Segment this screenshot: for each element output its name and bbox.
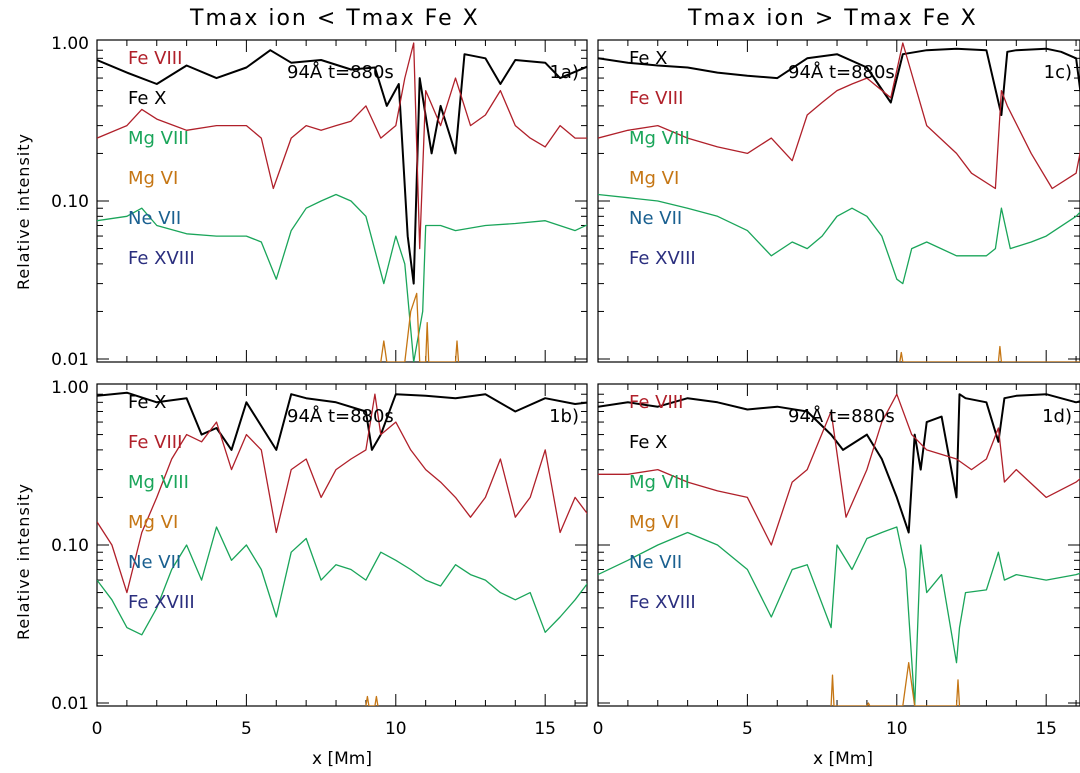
legend-label-mg-viii-1a: Mg VIII: [128, 128, 189, 149]
x-axis-label-1d: x [Mm]: [813, 749, 873, 769]
series-line-fe-x-1c: [598, 47, 1080, 116]
series-line-mg-vi-1b: [365, 695, 379, 706]
legend-label-mg-viii-1c: Mg VIII: [629, 128, 690, 149]
series-line-mg-viii-1c: [598, 193, 1080, 285]
y-tick-label-1a: 0.01: [51, 350, 89, 370]
x-tick-label-1b: 0: [92, 719, 103, 739]
legend-label-fe-viii-1d: Fe VIII: [629, 392, 683, 413]
legend-label-fe-xviii-1a: Fe XVIII: [128, 248, 195, 269]
column-title-left: Tmax ion < Tmax Fe X: [190, 6, 480, 31]
panel-label-1b: 1b): [549, 406, 579, 427]
legend-label-fe-x-1a: Fe X: [128, 88, 167, 109]
series-line-fe-x-1b: [97, 391, 587, 451]
legend-label-ne-vii-1b: Ne VII: [128, 552, 181, 573]
x-tick-label-1b: 10: [385, 719, 407, 739]
legend-label-fe-viii-1c: Fe VIII: [629, 88, 683, 109]
x-tick-label-1b: 15: [534, 719, 556, 739]
series-line-mg-viii-1b: [97, 526, 587, 636]
legend-label-fe-xviii-1b: Fe XVIII: [128, 592, 195, 613]
legend-label-ne-vii-1d: Ne VII: [629, 552, 682, 573]
series-line-fe-x-1a: [97, 49, 587, 285]
x-tick-label-1d: 10: [886, 719, 908, 739]
legend-label-mg-viii-1d: Mg VIII: [629, 472, 690, 493]
legend-label-fe-x-1b: Fe X: [128, 392, 167, 413]
series-line-fe-viii-1d: [598, 393, 1080, 546]
series-line-fe-viii-1a: [97, 42, 587, 250]
series-line-fe-viii-1b: [97, 393, 587, 594]
panel-label-1c: 1c): [1044, 62, 1072, 83]
legend-label-ne-vii-1a: Ne VII: [128, 208, 181, 229]
y-tick-label-1b: 0.01: [51, 694, 89, 714]
annotation-1a: 94Å t=880s: [287, 61, 394, 83]
legend-label-fe-xviii-1d: Fe XVIII: [629, 592, 696, 613]
series-line-mg-viii-1d: [598, 526, 1080, 706]
x-tick-label-1d: 15: [1035, 719, 1057, 739]
legend-label-mg-vi-1c: Mg VI: [629, 168, 679, 189]
legend-label-ne-vii-1c: Ne VII: [629, 208, 682, 229]
legend-label-mg-vi-1d: Mg VI: [629, 512, 679, 533]
legend-label-fe-viii-1a: Fe VIII: [128, 48, 182, 69]
y-tick-label-1a: 0.10: [51, 192, 89, 212]
legend-label-fe-xviii-1c: Fe XVIII: [629, 248, 696, 269]
panel-frame-1d: [597, 383, 1080, 707]
panel-frame-1a: [96, 39, 588, 363]
panel-label-1d: 1d): [1042, 406, 1072, 427]
y-axis-label-top: Relative intensity: [14, 133, 33, 290]
x-tick-label-1b: 5: [241, 719, 252, 739]
x-tick-label-1d: 5: [742, 719, 753, 739]
annotation-1d: 94Å t=880s: [788, 405, 895, 427]
legend-label-fe-viii-1b: Fe VIII: [128, 432, 182, 453]
x-tick-label-1d: 0: [593, 719, 604, 739]
legend-label-fe-x-1c: Fe X: [629, 48, 668, 69]
series-line-fe-viii-1c: [598, 42, 1080, 190]
annotation-1b: 94Å t=880s: [287, 405, 394, 427]
series-line-fe-x-1d: [598, 393, 1080, 534]
series-line-mg-vi-1d: [830, 662, 961, 706]
series-line-mg-vi-1c: [899, 345, 1080, 362]
column-title-right: Tmax ion > Tmax Fe X: [688, 6, 978, 31]
series-line-mg-viii-1a: [97, 193, 587, 362]
panel-label-1a: 1a): [549, 62, 579, 83]
x-axis-label-1b: x [Mm]: [312, 749, 372, 769]
y-axis-label-bottom: Relative intensity: [14, 483, 33, 640]
legend-label-mg-vi-1a: Mg VI: [128, 168, 178, 189]
y-tick-label-1b: 0.10: [51, 536, 89, 556]
legend-label-fe-x-1d: Fe X: [629, 432, 668, 453]
legend-label-mg-viii-1b: Mg VIII: [128, 472, 189, 493]
y-tick-label-1b: 1.00: [51, 378, 89, 398]
annotation-1c: 94Å t=880s: [788, 61, 895, 83]
legend-label-mg-vi-1b: Mg VI: [128, 512, 178, 533]
y-tick-label-1a: 1.00: [51, 34, 89, 54]
